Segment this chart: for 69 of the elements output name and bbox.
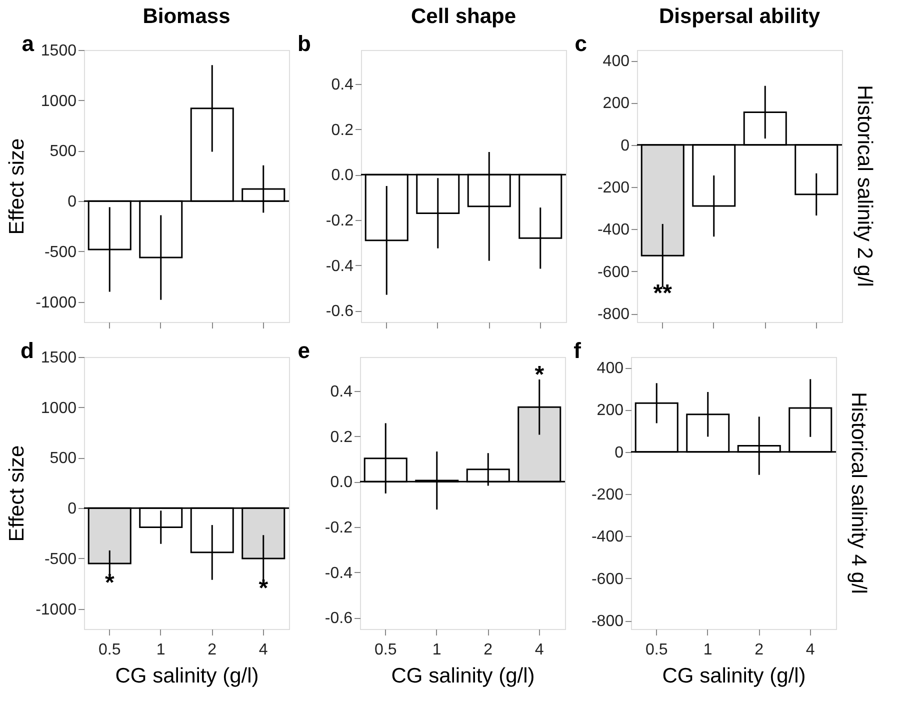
x-tick-label: 2 [208,642,217,658]
text: c [574,31,587,56]
y-axis-title: Effect size [6,138,29,235]
chart-title: Biomass [142,5,230,28]
x-tick-label: 0.5 [98,642,121,658]
y-tick-label: 0 [614,444,624,462]
y-tick-label: -500 [44,244,77,261]
x-tick-label: 1 [156,642,166,658]
x-tick-label: 0.5 [646,642,668,658]
y-tick-label: 0.0 [331,167,354,184]
x-axis-title: CG salinity (g/l) [115,664,259,688]
y-tick-label: -0.2 [324,520,353,536]
y-tick-label: -0.6 [326,303,354,320]
y-tick-label: -1000 [36,294,77,312]
y-tick-label: -800 [597,306,630,324]
x-axis-title: CG salinity (g/l) [391,664,535,688]
text: b [298,31,311,56]
y-tick-label: 0.2 [331,122,354,139]
y-tick-label: 0.2 [330,428,353,446]
y2-axis-title: Historical salinity 4 g/l [847,392,870,594]
y-tick-label: 1500 [40,42,77,60]
y-tick-label: 0 [68,194,77,211]
y-tick-label: 500 [50,143,77,160]
x-tick-label: 2 [754,642,764,658]
y-axis-title: Effect size [6,445,29,542]
x-axis-title: CG salinity (g/l) [662,664,806,688]
chart-title: Dispersal ability [658,5,820,28]
annotation: * [258,574,269,602]
x-tick-label: 4 [806,642,815,658]
annotation: * [534,361,545,388]
y-tick-label: -600 [597,264,630,281]
y-tick-label: -0.6 [324,610,353,628]
y-tick-label: 500 [50,450,77,468]
y2-axis-title: Historical salinity 2 g/l [853,85,876,287]
y-tick-label: -800 [591,613,624,630]
y-tick-label: 200 [596,402,624,420]
y-tick-label: -0.2 [326,212,354,230]
y-tick-label: -0.4 [324,564,353,582]
y-tick-label: 0.4 [330,384,353,400]
y-tick-label: 1000 [40,400,77,417]
y-tick-label: -400 [597,222,630,239]
x-tick-label: 2 [484,642,493,658]
x-tick-label: 1 [432,642,442,658]
y-tick-label: -600 [591,570,624,588]
y-tick-label: -1000 [36,601,77,618]
y-tick-label: -200 [591,486,624,504]
annotation: ** [653,280,673,308]
y-tick-label: -200 [597,180,630,197]
y-tick-label: -500 [44,550,77,568]
x-tick-label: 4 [258,642,268,658]
y-tick-label: 0 [620,137,630,154]
y-tick-label: 400 [596,360,624,378]
y-tick-label: 1500 [40,350,77,366]
text: e [298,338,310,363]
text: f [574,338,582,363]
y-tick-label: 0 [68,500,77,518]
x-tick-label: 4 [534,642,544,658]
x-tick-label: 0.5 [374,642,397,658]
y-tick-label: 1000 [40,92,77,110]
y-tick-label: 0.4 [331,76,354,94]
text: d [20,338,34,363]
y-tick-label: 400 [602,53,630,70]
y-tick-label: 200 [602,95,630,112]
y-tick-label: 0.0 [330,474,353,492]
y-tick-label: -400 [591,528,624,546]
x-tick-label: 1 [703,642,712,658]
text: a [22,31,35,56]
chart-title: Cell shape [410,5,516,28]
y-tick-label: -0.4 [326,258,354,275]
